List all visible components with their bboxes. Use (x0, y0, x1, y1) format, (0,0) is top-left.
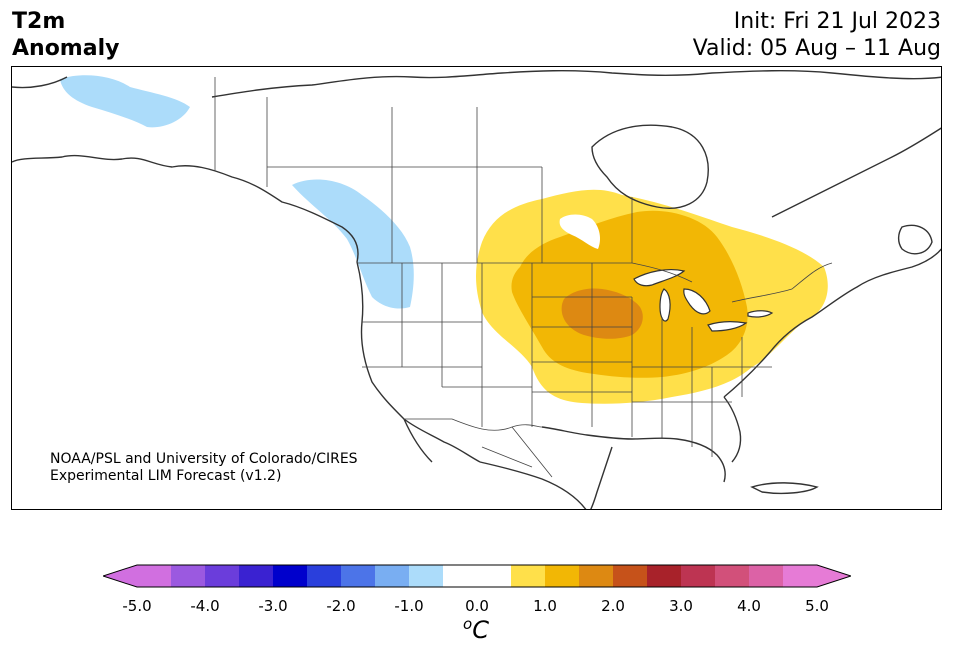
colorbar-segment (307, 565, 342, 587)
colorbar-tick-label: 4.0 (737, 597, 761, 615)
labrador-coast (771, 127, 941, 218)
variable-title: T2m Anomaly (12, 8, 119, 62)
map-canvas (12, 70, 941, 509)
us-canada-border (357, 262, 833, 303)
pacific-coast (356, 261, 481, 463)
lake-michigan (659, 288, 671, 322)
colorbar-segment (205, 565, 240, 587)
credit-line1: NOAA/PSL and University of Colorado/CIRE… (50, 451, 358, 467)
colorbar-segment (239, 565, 274, 587)
colorbar-segment (545, 565, 580, 587)
valid-range: Valid: 05 Aug – 11 Aug (692, 36, 941, 61)
colorbar-segment (477, 565, 512, 587)
colorbar-tick-label: 3.0 (669, 597, 693, 615)
colorbar-under-arrow (103, 565, 137, 587)
colorbar-tick-label: -2.0 (326, 597, 356, 615)
colorbar-tick-label: -4.0 (190, 597, 220, 615)
colorbar-over-arrow (817, 565, 851, 587)
florida (723, 396, 742, 463)
borders (214, 77, 833, 478)
arctic-coast (211, 70, 941, 98)
unit-superscript: o (463, 615, 473, 633)
baja-mexico (403, 418, 587, 509)
cool-anomaly-canada-west (292, 179, 414, 309)
colorbar-tick-label: -5.0 (122, 597, 152, 615)
newfoundland (897, 224, 933, 255)
atlantic-coast (723, 248, 941, 398)
colorbar-segment (613, 565, 648, 587)
colorbar-tick-label: 1.0 (533, 597, 557, 615)
warm-anomaly-level2 (511, 210, 748, 378)
date-info: Init: Fri 21 Jul 2023 Valid: 05 Aug – 11… (693, 8, 941, 62)
colorbar (103, 564, 851, 588)
init-date: Init: Fri 21 Jul 2023 (733, 9, 941, 34)
coastlines (12, 70, 941, 509)
colorbar-unit: oC (463, 615, 489, 644)
us-mexico-border (404, 418, 543, 431)
colorbar-segment (681, 565, 716, 587)
colorbar-tick-label: 2.0 (601, 597, 625, 615)
colorbar-tick-label: -1.0 (394, 597, 424, 615)
colorbar-tick-label: 5.0 (805, 597, 829, 615)
warm-anomaly-level3 (561, 288, 643, 339)
colorbar-segment (171, 565, 206, 587)
variable-title-line2: Anomaly (12, 36, 120, 61)
great-lakes (633, 268, 774, 332)
credit-line2: Experimental LIM Forecast (v1.2) (50, 468, 282, 484)
lake-erie (707, 321, 748, 332)
colorbar-outline (103, 564, 851, 588)
us-states-central (531, 263, 633, 437)
variable-title-line1: T2m (12, 9, 66, 34)
colorbar-tick-label: 0.0 (465, 597, 489, 615)
colorbar-segment (511, 565, 546, 587)
colorbar-segment (579, 565, 614, 587)
colorbar-tick-label: -3.0 (258, 597, 288, 615)
hudson-bay (591, 124, 709, 209)
colorbar-segment (715, 565, 750, 587)
colorbar-segment (341, 565, 376, 587)
map-panel: NOAA/PSL and University of Colorado/CIRE… (11, 66, 942, 510)
colorbar-segment (783, 565, 818, 587)
cool-anomaly-alaska (60, 75, 190, 128)
minnesota-gap (559, 214, 600, 249)
colorbar-segment (409, 565, 444, 587)
colorbar-segment (273, 565, 308, 587)
lake-ontario (747, 310, 774, 318)
colorbar-segment (749, 565, 784, 587)
cuba (750, 482, 819, 495)
colorbar-segment (137, 565, 172, 587)
colorbar-segment (443, 565, 478, 587)
us-states-west (362, 263, 532, 427)
canada-provinces (266, 97, 633, 263)
mexico-states (481, 426, 553, 478)
lake-huron (683, 288, 711, 315)
unit-base: C (472, 616, 489, 644)
anomaly-shading (60, 75, 828, 404)
gulf-coast (541, 426, 726, 509)
credit-text: NOAA/PSL and University of Colorado/CIRE… (50, 451, 358, 485)
colorbar-segment (375, 565, 410, 587)
alaska-coast (12, 76, 359, 263)
colorbar-segment (647, 565, 682, 587)
us-states-east (632, 317, 772, 457)
